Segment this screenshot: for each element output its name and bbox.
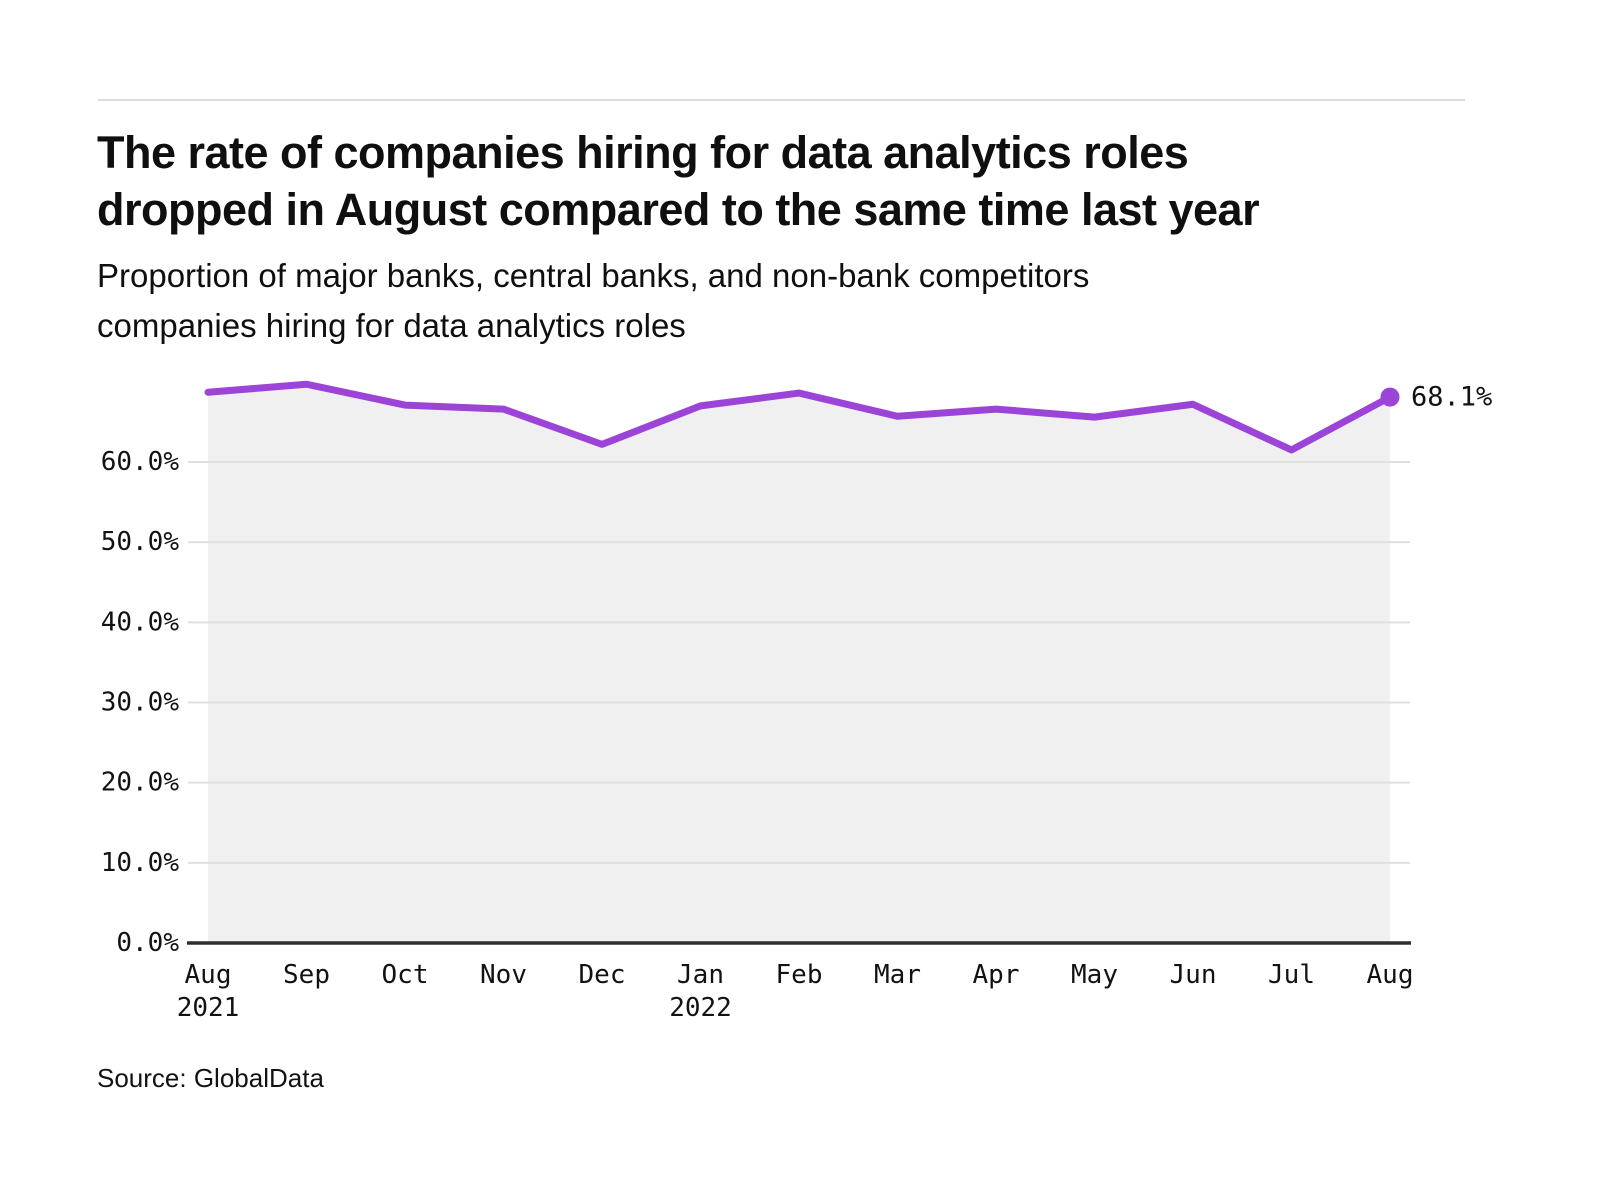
x-year-label-2021: 2021 [177, 993, 240, 1023]
top-rule [98, 99, 1465, 101]
x-tick-label-0: Aug [185, 960, 232, 990]
y-tick-label-30: 30.0% [101, 687, 180, 717]
x-tick-label-1: Sep [283, 960, 330, 990]
chart-subtitle: Proportion of major banks, central banks… [97, 251, 1517, 351]
end-point-dot [1380, 387, 1400, 407]
x-tick-label-11: Jul [1268, 960, 1315, 990]
x-tick-label-12: Aug [1367, 960, 1414, 990]
y-tick-label-0: 0.0% [116, 928, 179, 958]
chart-line [204, 380, 1394, 454]
x-tick-label-5: Jan [677, 960, 724, 990]
chart-subtitle-line-2: companies hiring for data analytics role… [97, 307, 686, 344]
x-tick-label-8: Apr [973, 960, 1020, 990]
x-tick-label-7: Mar [874, 960, 921, 990]
chart-title: The rate of companies hiring for data an… [97, 124, 1517, 238]
chart-title-line-1: The rate of companies hiring for data an… [97, 127, 1189, 178]
y-tick-label-40: 40.0% [101, 607, 180, 637]
y-tick-label-10: 10.0% [101, 848, 180, 878]
y-tick-label-60: 60.0% [101, 447, 180, 477]
chart-subtitle-line-1: Proportion of major banks, central banks… [97, 257, 1090, 294]
x-tick-label-9: May [1071, 960, 1118, 990]
x-tick-label-2: Oct [382, 960, 429, 990]
chart-title-line-2: dropped in August compared to the same t… [97, 184, 1260, 235]
y-tick-label-20: 20.0% [101, 768, 180, 798]
x-tick-label-10: Jun [1170, 960, 1217, 990]
x-tick-label-3: Nov [480, 960, 527, 990]
x-year-label-2022: 2022 [669, 993, 732, 1023]
source-credit: Source: GlobalData [97, 1063, 324, 1093]
chart-area-fill [208, 384, 1390, 943]
end-value-label: 68.1% [1411, 382, 1492, 413]
x-tick-label-4: Dec [579, 960, 626, 990]
x-tick-label-6: Feb [776, 960, 823, 990]
y-tick-label-50: 50.0% [101, 527, 180, 557]
